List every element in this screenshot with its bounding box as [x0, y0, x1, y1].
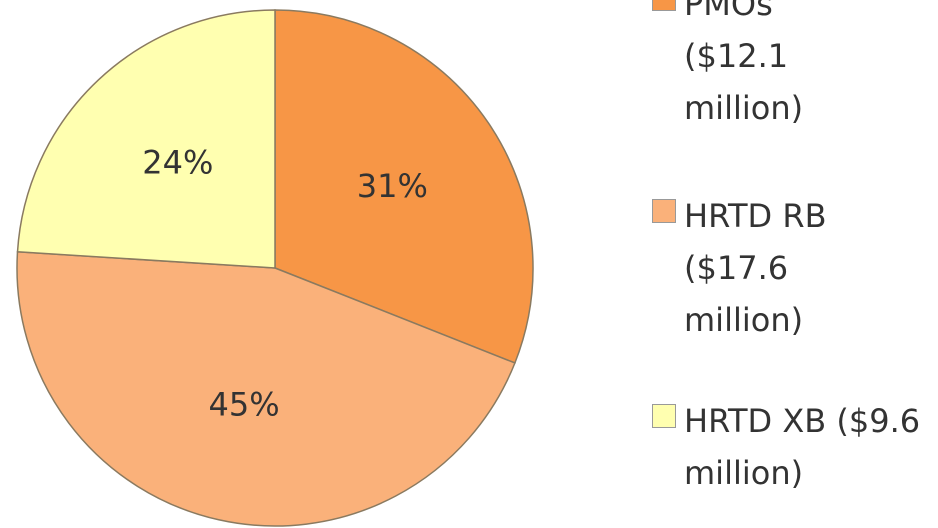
pie-slice	[274, 9, 534, 364]
pie-slice	[16, 251, 516, 527]
legend-item: HRTD RB ($17.6 million)	[652, 190, 932, 346]
legend-label: HRTD RB ($17.6 million)	[684, 197, 827, 339]
legend-label: PMOs ($12.1 million)	[684, 0, 804, 127]
data-label: 31%	[357, 167, 428, 205]
legend-swatch	[652, 199, 676, 223]
legend-swatch	[652, 0, 676, 11]
data-label: 45%	[208, 385, 279, 423]
legend-item: PMOs ($12.1 million)	[652, 0, 932, 134]
legend-item: HRTD XB ($9.6 million)	[652, 395, 932, 499]
pie-slice	[16, 9, 276, 269]
legend-swatch	[652, 404, 676, 428]
data-label: 24%	[142, 144, 213, 182]
legend-label: HRTD XB ($9.6 million)	[684, 402, 921, 492]
